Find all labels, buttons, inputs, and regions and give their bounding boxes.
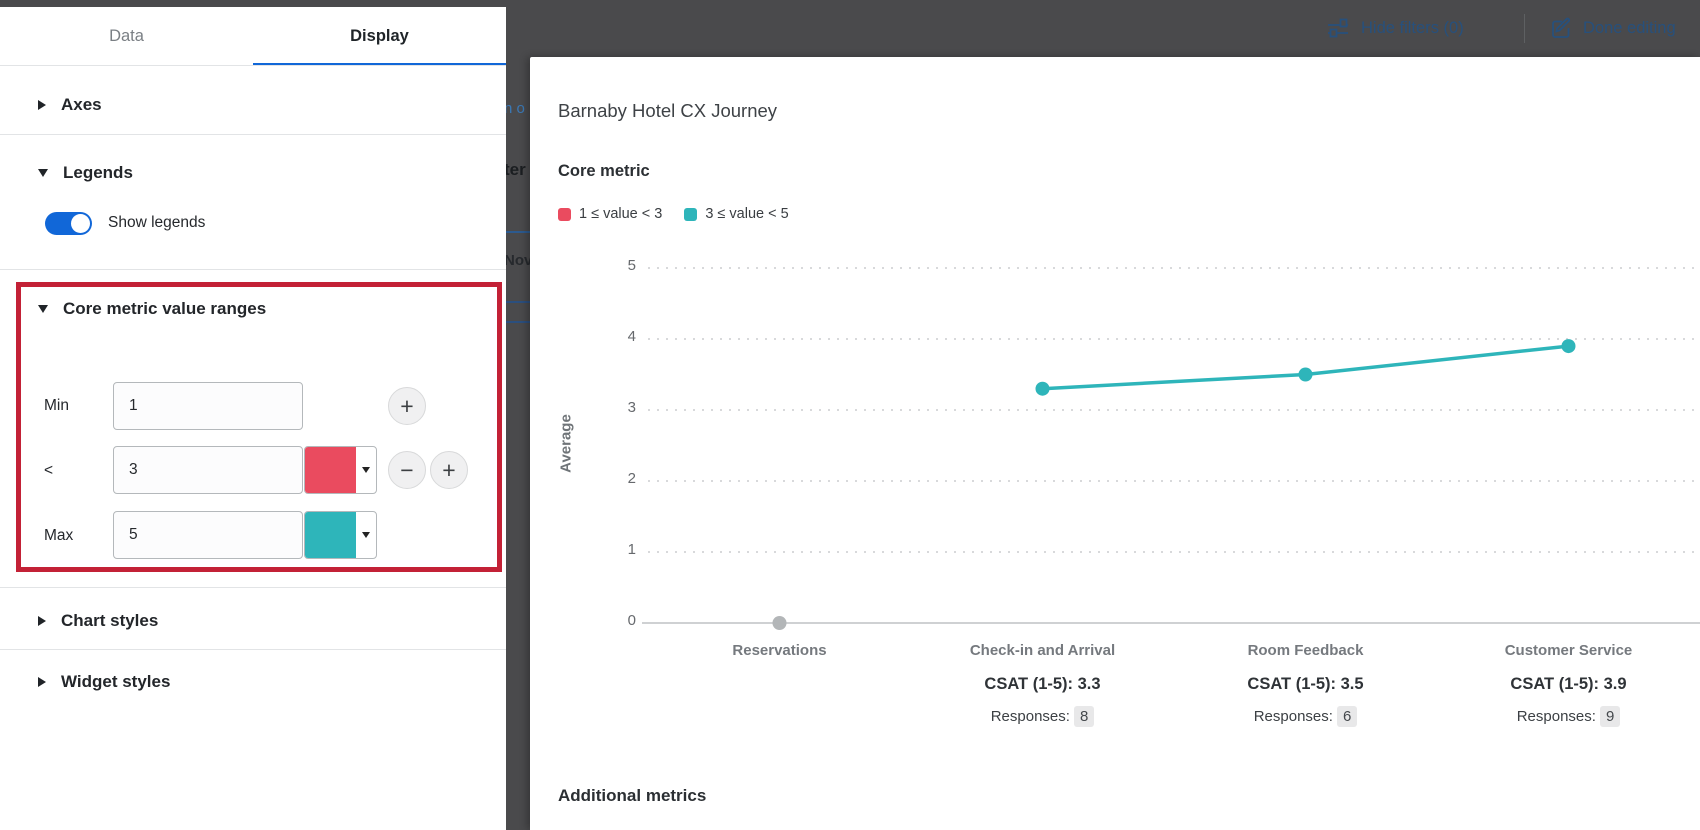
divider <box>0 649 506 650</box>
chevron-right-icon <box>38 677 46 687</box>
chevron-down-icon <box>38 305 48 313</box>
responses-count-badge: 9 <box>1599 706 1621 727</box>
responses-row: Responses: 8 <box>912 706 1174 727</box>
chart-legend: 1 ≤ value < 3 3 ≤ value < 5 <box>558 206 789 222</box>
active-tab-underline <box>253 63 506 66</box>
max-label: Max <box>44 527 74 544</box>
teal-color-swatch <box>305 512 356 558</box>
occluded-text-fragment: Nov <box>504 252 530 269</box>
category-column: Customer Service CSAT (1-5): 3.9 Responses… <box>1438 642 1700 727</box>
edit-pencil-icon <box>1550 17 1573 40</box>
category-column: Check-in and Arrival CSAT (1-5): 3.3 Respo… <box>912 642 1174 727</box>
y-tick-3: 3 <box>627 399 636 416</box>
display-settings-panel: Data Display Axes Legends Show legends C… <box>0 7 506 830</box>
section-widget-styles[interactable]: Widget styles <box>0 664 506 700</box>
teal-color-swatch-dropdown[interactable] <box>304 511 377 559</box>
divider <box>0 269 506 270</box>
core-metric-heading: Core metric <box>558 162 650 180</box>
filters-sliders-icon <box>1326 17 1351 40</box>
csat-value: CSAT (1-5): 3.3 <box>984 675 1101 693</box>
category-label: Reservations <box>732 642 827 659</box>
red-range-swatch-icon <box>558 207 571 221</box>
legend-item-teal-range: 3 ≤ value < 5 <box>684 206 789 222</box>
toggle-knob <box>71 214 90 233</box>
csat-value: CSAT (1-5): 3.5 <box>1247 675 1364 693</box>
toolbar-separator <box>1524 14 1525 43</box>
csat-value: CSAT (1-5): 3.9 <box>1510 675 1627 693</box>
widget-card <box>530 57 1700 830</box>
responses-row: Responses: 9 <box>1438 706 1700 727</box>
responses-label: Responses: <box>990 708 1070 725</box>
add-range-button[interactable]: + <box>388 387 426 425</box>
occluded-divider <box>506 231 530 233</box>
category-column: Room Feedback CSAT (1-5): 3.5 Responses: 6 <box>1175 642 1437 727</box>
legend-item-red-range: 1 ≤ value < 3 <box>558 206 662 222</box>
range-threshold-input[interactable] <box>113 446 303 494</box>
section-axes[interactable]: Axes <box>0 87 506 123</box>
occluded-text-fragment: ter <box>504 160 526 179</box>
responses-label: Responses: <box>1253 708 1333 725</box>
teal-range-swatch-icon <box>684 207 698 221</box>
red-color-swatch-dropdown[interactable] <box>304 446 377 494</box>
red-color-swatch <box>305 447 356 493</box>
divider <box>0 65 506 66</box>
responses-count-badge: 8 <box>1073 706 1095 727</box>
occluded-text-fragment: n o <box>504 100 525 117</box>
category-label: Customer Service <box>1504 642 1633 659</box>
section-core-metric-value-ranges[interactable]: Core metric value ranges <box>0 291 506 327</box>
divider <box>0 587 506 588</box>
tab-data[interactable]: Data <box>109 27 144 45</box>
category-label: Room Feedback <box>1247 642 1364 659</box>
category-column: Reservations <box>649 642 911 659</box>
y-tick-1: 1 <box>627 541 636 558</box>
chevron-right-icon <box>38 616 46 626</box>
additional-metrics-heading: Additional metrics <box>558 786 707 805</box>
caret-down-icon <box>356 512 376 558</box>
responses-row: Responses: 6 <box>1175 706 1437 727</box>
occluded-divider <box>506 321 530 323</box>
section-chart-styles[interactable]: Chart styles <box>0 603 506 639</box>
done-editing-button[interactable]: Done editing <box>1550 0 1676 57</box>
y-axis-title: Average <box>557 414 575 473</box>
divider <box>0 134 506 135</box>
hide-filters-button[interactable]: Hide filters (0) <box>1326 0 1464 57</box>
y-tick-4: 4 <box>627 328 636 345</box>
show-legends-toggle[interactable] <box>45 212 92 235</box>
responses-label: Responses: <box>1516 708 1596 725</box>
widget-title: Barnaby Hotel CX Journey <box>558 100 778 121</box>
responses-count-badge: 6 <box>1336 706 1358 727</box>
min-label: Min <box>44 397 69 414</box>
section-legends[interactable]: Legends <box>0 155 506 191</box>
occluded-divider <box>506 301 530 303</box>
chevron-down-icon <box>38 169 48 177</box>
remove-range-button[interactable]: − <box>388 451 426 489</box>
hide-filters-label: Hide filters (0) <box>1361 19 1464 37</box>
max-value-input[interactable] <box>113 511 303 559</box>
less-than-label: < <box>44 462 54 479</box>
done-editing-label: Done editing <box>1583 19 1676 37</box>
caret-down-icon <box>356 447 376 493</box>
tab-display[interactable]: Display <box>350 27 409 45</box>
show-legends-label: Show legends <box>108 214 206 231</box>
y-tick-2: 2 <box>627 470 636 487</box>
y-tick-5: 5 <box>627 257 636 274</box>
min-value-input[interactable] <box>113 382 303 430</box>
y-tick-0: 0 <box>627 612 636 629</box>
chevron-right-icon <box>38 100 46 110</box>
category-label: Check-in and Arrival <box>969 642 1116 659</box>
add-range-button[interactable]: + <box>430 451 468 489</box>
